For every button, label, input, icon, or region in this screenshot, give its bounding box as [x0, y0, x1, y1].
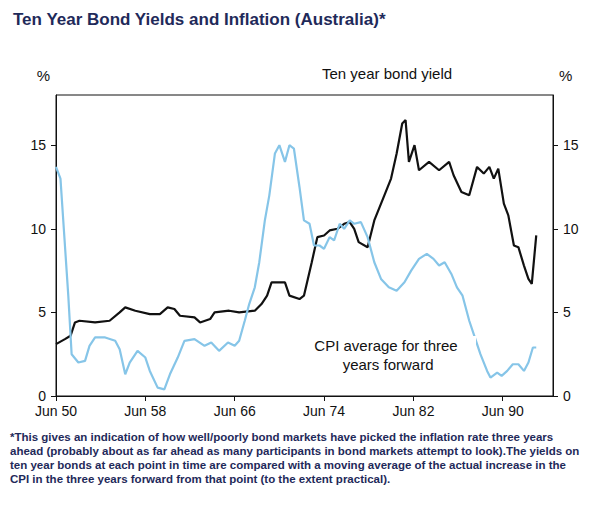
svg-text:15: 15 — [563, 137, 579, 153]
svg-text:Jun 90: Jun 90 — [482, 403, 524, 419]
svg-text:15: 15 — [30, 137, 46, 153]
svg-text:ten year bonds at each point i: ten year bonds at each point in time are… — [10, 459, 569, 471]
svg-text:5: 5 — [563, 304, 571, 320]
svg-text:ahead (probably about as far a: ahead (probably about as far ahead as ma… — [10, 445, 583, 457]
svg-text:CPI average for three: CPI average for three — [314, 337, 457, 354]
svg-text:Jun 66: Jun 66 — [214, 403, 256, 419]
svg-text:Ten Year Bond Yields and Infla: Ten Year Bond Yields and Inflation (Aust… — [13, 10, 386, 29]
svg-text:Jun 74: Jun 74 — [303, 403, 345, 419]
svg-text:10: 10 — [30, 221, 46, 237]
svg-text:*This gives an indication of h: *This gives an indication of how well/po… — [10, 431, 556, 443]
svg-text:%: % — [37, 67, 50, 84]
svg-text:Jun 82: Jun 82 — [392, 403, 434, 419]
svg-text:0: 0 — [563, 388, 571, 404]
svg-text:Jun 50: Jun 50 — [35, 403, 77, 419]
svg-text:0: 0 — [38, 388, 46, 404]
svg-text:Ten year bond yield: Ten year bond yield — [322, 65, 452, 82]
svg-text:10: 10 — [563, 221, 579, 237]
svg-text:Jun 58: Jun 58 — [124, 403, 166, 419]
svg-text:5: 5 — [38, 304, 46, 320]
svg-text:%: % — [559, 67, 572, 84]
svg-text:CPI in the three years forward: CPI in the three years forward from that… — [10, 473, 390, 485]
svg-text:years forward: years forward — [338, 356, 433, 373]
